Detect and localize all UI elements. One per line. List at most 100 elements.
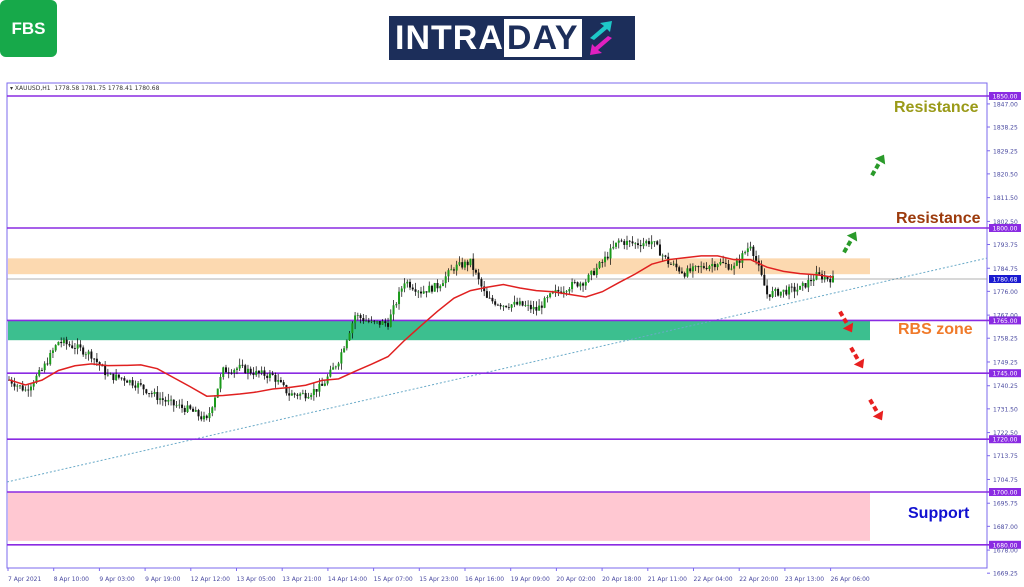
candle-body <box>90 351 93 359</box>
candle <box>477 268 480 285</box>
candle <box>153 388 156 397</box>
candle-body <box>510 304 513 308</box>
candle-body <box>411 287 414 290</box>
candle-body <box>79 344 82 348</box>
candle <box>310 392 313 400</box>
candle-body <box>381 321 384 325</box>
candle-body <box>810 279 813 282</box>
candle-body <box>252 373 255 376</box>
candle-body <box>494 301 497 305</box>
candle-body <box>571 282 574 290</box>
candle <box>244 363 247 374</box>
candle-body <box>54 345 57 351</box>
candle-body <box>472 258 475 270</box>
candle-body <box>604 256 607 263</box>
candle <box>150 390 153 398</box>
candle <box>354 312 357 330</box>
candle-body <box>406 281 409 284</box>
candle-body <box>208 413 211 419</box>
candle <box>576 281 579 288</box>
candle <box>186 401 189 413</box>
candle-body <box>356 315 359 316</box>
x-tick-label: 22 Apr 04:00 <box>694 576 733 583</box>
candle-body <box>538 305 541 311</box>
candle-body <box>469 258 472 266</box>
candle <box>422 285 425 295</box>
candle <box>367 317 370 324</box>
candle-body <box>615 242 618 247</box>
candle-body <box>593 270 596 275</box>
candle-body <box>178 404 181 406</box>
candle-body <box>255 370 258 376</box>
candle <box>406 279 409 288</box>
level-tag-text: 1800.00 <box>993 226 1018 233</box>
bullish-arrow-icon <box>870 154 886 177</box>
candle-body <box>598 262 601 268</box>
candle <box>518 297 521 307</box>
candle-body <box>365 320 368 322</box>
candle-body <box>744 252 747 254</box>
candle <box>617 238 620 249</box>
candle <box>650 235 653 250</box>
candle-body <box>549 293 552 298</box>
candle <box>200 411 203 422</box>
candle-body <box>62 339 65 344</box>
candle-body <box>735 260 738 266</box>
candle-body <box>664 255 667 257</box>
candle <box>549 292 552 299</box>
candle <box>208 407 211 422</box>
candle <box>502 305 505 311</box>
candle <box>593 268 596 276</box>
y-tick-label: 1749.25 <box>993 359 1018 366</box>
candle-body <box>362 318 365 322</box>
candle <box>109 372 112 375</box>
candle <box>181 398 184 413</box>
candle <box>782 289 785 298</box>
candle <box>257 370 260 378</box>
candle-body <box>370 320 373 322</box>
chart-header: ▾ XAUUSD,H1 1778.58 1781.75 1778.41 1780… <box>10 85 160 92</box>
candle <box>54 344 57 352</box>
candle-body <box>345 340 348 349</box>
candle <box>433 282 436 292</box>
candle-body <box>192 408 195 412</box>
candle-body <box>257 370 260 373</box>
candle-body <box>246 368 249 373</box>
candle <box>356 312 359 321</box>
candle <box>227 367 230 379</box>
candle <box>241 359 244 368</box>
bullish-arrow-icon <box>842 231 858 254</box>
x-tick-label: 16 Apr 16:00 <box>465 576 504 583</box>
candle <box>290 389 293 396</box>
candle <box>46 357 49 366</box>
candle <box>826 276 829 282</box>
candle <box>197 408 200 421</box>
candle-body <box>719 261 722 265</box>
candle <box>400 285 403 297</box>
candle-body <box>521 301 524 306</box>
candle <box>62 337 65 346</box>
intraday-logo-part2: DAY <box>503 19 582 57</box>
candle-body <box>653 241 656 243</box>
candle <box>450 264 453 271</box>
candle <box>491 294 494 304</box>
candle <box>389 309 392 328</box>
x-tick-label: 23 Apr 13:00 <box>785 576 824 583</box>
level-tag-text: 1745.00 <box>993 371 1018 378</box>
fbs-logo: FBS <box>0 0 57 57</box>
candle <box>172 399 175 412</box>
candle <box>705 262 708 271</box>
x-tick-label: 7 Apr 2021 <box>8 576 41 583</box>
candle-body <box>214 397 216 408</box>
candle <box>106 368 109 377</box>
candle <box>16 383 19 392</box>
x-tick-label: 8 Apr 10:00 <box>54 576 89 583</box>
candle <box>420 286 422 298</box>
candle-body <box>414 289 417 292</box>
candle <box>73 342 76 355</box>
candle-body <box>755 256 758 261</box>
candle-body <box>452 269 455 271</box>
y-tick-label: 1695.75 <box>993 501 1018 508</box>
candle <box>639 239 642 253</box>
